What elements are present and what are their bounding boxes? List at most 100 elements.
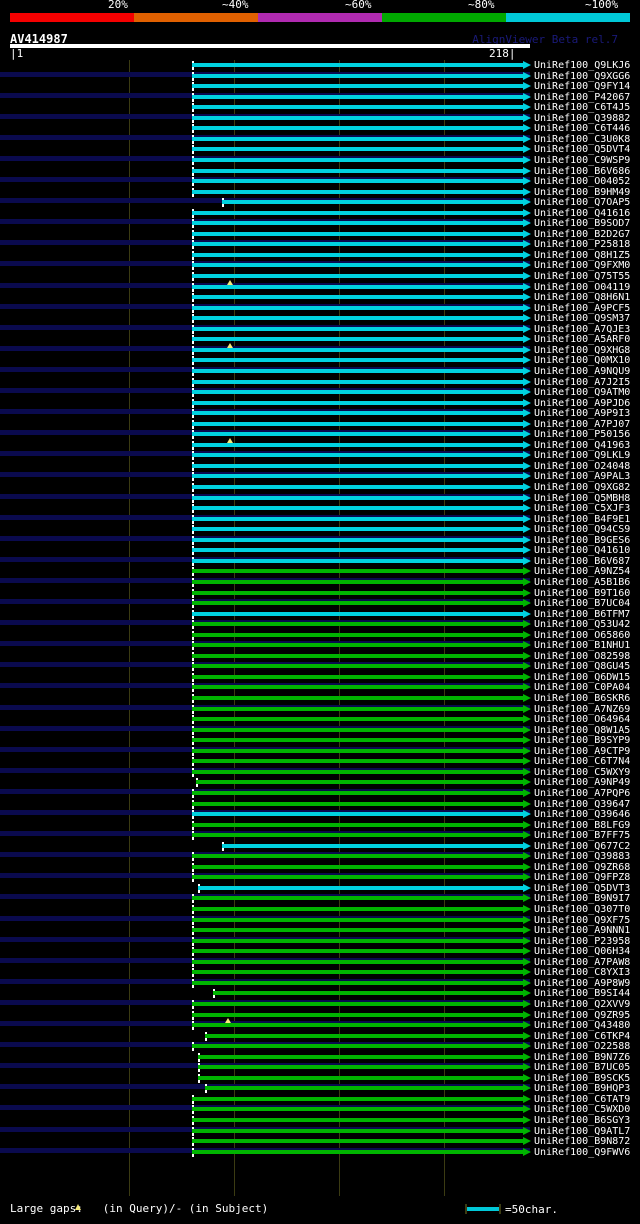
hit-bar[interactable] (192, 157, 523, 162)
hit-bar[interactable] (192, 337, 523, 342)
hit-bar[interactable] (192, 907, 523, 911)
hit-label[interactable]: UniRef100_Q7OAP5 (534, 197, 631, 209)
query-sequence-bar[interactable] (10, 44, 530, 48)
hit-label[interactable]: UniRef100_C5XJF3 (534, 503, 631, 515)
hit-bar[interactable] (192, 601, 523, 606)
hit-label[interactable]: UniRef100_A7PQP6 (534, 787, 631, 799)
hit-bar[interactable] (192, 917, 523, 922)
hit-bar[interactable] (192, 833, 523, 838)
hit-bar[interactable] (192, 875, 523, 880)
hit-label[interactable]: UniRef100_Q9XG82 (534, 482, 631, 493)
hit-bar[interactable] (192, 769, 523, 774)
hit-label[interactable]: UniRef100_C5WXD0 (534, 1104, 631, 1116)
hit-label[interactable]: UniRef100_Q677C2 (534, 840, 631, 852)
hit-bar[interactable] (192, 168, 523, 173)
hit-bar[interactable] (192, 1118, 523, 1122)
hit-bar[interactable] (192, 105, 523, 110)
hit-label[interactable]: UniRef100_O65860 (534, 629, 631, 641)
hit-label[interactable]: UniRef100_Q75T55 (534, 271, 631, 282)
hit-bar[interactable] (192, 442, 523, 447)
hit-bar[interactable] (192, 1096, 523, 1101)
hit-bar[interactable] (192, 632, 523, 637)
hit-label[interactable]: UniRef100_O64964 (534, 714, 631, 726)
hit-label[interactable]: UniRef100_Q9ATL7 (534, 1125, 631, 1137)
hit-bar[interactable] (192, 611, 523, 616)
hit-label[interactable]: UniRef100_B9HQP3 (534, 1083, 631, 1095)
hit-label[interactable]: UniRef100_Q6DW15 (534, 671, 631, 683)
hit-label[interactable]: UniRef100_B6SKR6 (534, 693, 631, 704)
hit-label[interactable]: UniRef100_C3U0K8 (534, 133, 631, 145)
hit-bar[interactable] (192, 115, 523, 120)
hit-bar[interactable] (192, 864, 523, 869)
hit-bar[interactable] (192, 463, 523, 468)
hit-label[interactable]: UniRef100_B9SYP9 (534, 735, 631, 747)
hit-bar[interactable] (192, 748, 523, 753)
hit-bar[interactable] (192, 263, 523, 268)
hit-label[interactable]: UniRef100_B6V686 (534, 165, 631, 177)
hit-bar[interactable] (192, 1149, 523, 1154)
hit-label[interactable]: UniRef100_Q307T0 (534, 904, 631, 915)
hit-bar[interactable] (192, 1139, 523, 1144)
hit-bar[interactable] (192, 790, 523, 795)
hit-bar[interactable] (192, 274, 523, 278)
hit-label[interactable]: UniRef100_Q8GU45 (534, 661, 631, 673)
hit-label[interactable]: UniRef100_A9NP49 (534, 777, 631, 789)
hit-label[interactable]: UniRef100_Q9LKJ6 (534, 60, 631, 71)
hit-label[interactable]: UniRef100_B9T160 (534, 587, 631, 599)
hit-bar[interactable] (192, 717, 523, 722)
hit-label[interactable]: UniRef100_C6T4J5 (534, 102, 631, 114)
hit-label[interactable]: UniRef100_Q39646 (534, 809, 631, 821)
hit-bar[interactable] (192, 147, 523, 152)
hit-bar[interactable] (192, 696, 523, 700)
hit-label[interactable]: UniRef100_A9PJD6 (534, 397, 631, 409)
hit-label[interactable]: UniRef100_B6V687 (534, 555, 631, 567)
hit-label[interactable]: UniRef100_A9PCF5 (534, 302, 631, 314)
hit-label[interactable]: UniRef100_Q39882 (534, 112, 631, 124)
hit-bar[interactable] (192, 84, 523, 89)
hit-bar[interactable] (192, 674, 523, 679)
hit-bar[interactable] (192, 1023, 523, 1028)
hit-label[interactable]: UniRef100_B9SOD7 (534, 218, 631, 230)
hit-bar[interactable] (192, 390, 523, 395)
hit-bar[interactable] (192, 231, 523, 236)
hit-label[interactable]: UniRef100_C8YXI3 (534, 967, 631, 979)
hit-bar[interactable] (222, 200, 523, 205)
hit-bar[interactable] (192, 400, 523, 405)
hit-bar[interactable] (192, 242, 523, 247)
hit-bar[interactable] (205, 1086, 523, 1091)
hit-label[interactable]: UniRef100_B6TFM7 (534, 608, 631, 620)
hit-label[interactable]: UniRef100_Q41963 (534, 439, 631, 451)
hit-bar[interactable] (192, 537, 523, 542)
hit-label[interactable]: UniRef100_C9WSP9 (534, 154, 631, 166)
hit-bar[interactable] (192, 653, 523, 658)
hit-label[interactable]: UniRef100_Q5MBH8 (534, 492, 631, 504)
hit-bar[interactable] (192, 949, 523, 954)
hit-label[interactable]: UniRef100_Q0MX10 (534, 355, 631, 367)
hit-label[interactable]: UniRef100_A9NZ54 (534, 566, 631, 578)
hit-label[interactable]: UniRef100_A7NZ69 (534, 703, 631, 715)
hit-label[interactable]: UniRef100_Q8W1A5 (534, 724, 631, 736)
hit-bar[interactable] (205, 1033, 523, 1038)
hit-label[interactable]: UniRef100_B9GES6 (534, 534, 631, 546)
hit-bar[interactable] (213, 991, 523, 996)
hit-label[interactable]: UniRef100_A5ARF0 (534, 334, 631, 346)
hit-bar[interactable] (192, 569, 523, 574)
hit-bar[interactable] (192, 970, 523, 975)
hit-label[interactable]: UniRef100_B7UC04 (534, 598, 631, 610)
hit-bar[interactable] (192, 326, 523, 331)
hit-label[interactable]: UniRef100_Q9FXM0 (534, 260, 631, 272)
hit-label[interactable]: UniRef100_A9PAL3 (534, 471, 631, 483)
hit-label[interactable]: UniRef100_C6T446 (534, 123, 631, 135)
hit-bar[interactable] (192, 432, 523, 437)
hit-bar[interactable] (192, 527, 523, 532)
hit-label[interactable]: UniRef100_B6SGY3 (534, 1115, 631, 1126)
hit-label[interactable]: UniRef100_Q5DVT3 (534, 882, 631, 894)
hit-bar[interactable] (192, 126, 523, 131)
hit-bar[interactable] (192, 136, 523, 141)
hit-bar[interactable] (192, 896, 523, 901)
hit-label[interactable]: UniRef100_P50156 (534, 429, 631, 441)
hit-label[interactable]: UniRef100_O24048 (534, 460, 631, 472)
hit-bar[interactable] (192, 706, 523, 711)
hit-label[interactable]: UniRef100_C6T7N4 (534, 756, 631, 768)
hit-label[interactable]: UniRef100_O22588 (534, 1041, 631, 1053)
